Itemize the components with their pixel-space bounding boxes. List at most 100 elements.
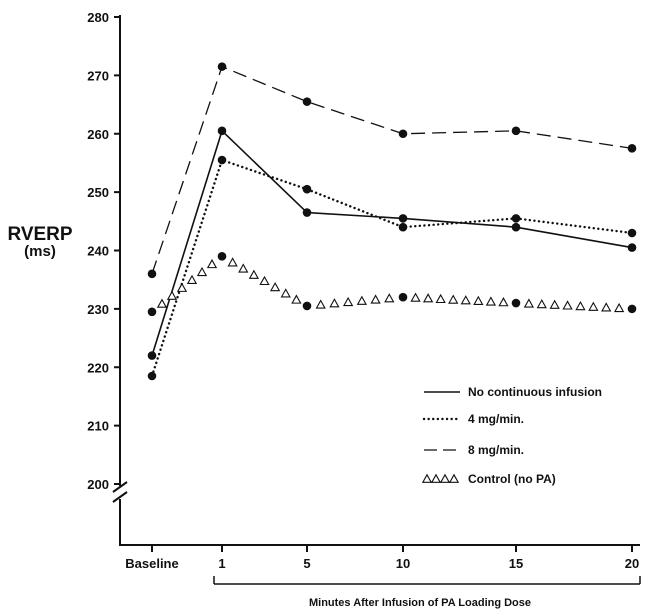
data-point: [147, 351, 157, 360]
y-ticks: 200 210 220 230 240 250 260 270 280: [87, 10, 121, 492]
data-point: [398, 214, 408, 223]
data-point: [398, 222, 408, 232]
y-axis-unit: (ms): [24, 243, 56, 260]
triangle-marker: [238, 263, 249, 273]
triangle-marker: [259, 275, 270, 286]
x-tick-label: 20: [625, 556, 639, 571]
data-point: [511, 126, 521, 136]
triangle-marker: [166, 290, 178, 300]
legend-item-8-mg-min: 8 mg/min.: [424, 443, 524, 457]
legend-triangle: [439, 473, 451, 483]
triangle-marker: [176, 282, 188, 292]
y-tick-label: 280: [87, 10, 109, 25]
y-tick-label: 270: [87, 68, 109, 83]
data-point: [511, 214, 521, 223]
triangle-marker: [613, 302, 625, 313]
data-point: [217, 62, 227, 71]
triangle-marker: [435, 293, 446, 304]
triangle-marker: [315, 299, 326, 309]
y-tick-label: 260: [87, 127, 109, 142]
y-tick-label: 230: [87, 302, 109, 317]
triangle-marker: [356, 295, 367, 305]
data-point: [398, 292, 408, 302]
y-tick-label: 240: [87, 244, 109, 259]
triangle-marker: [498, 297, 509, 307]
triangle-marker: [473, 295, 484, 306]
data-point: [627, 243, 637, 252]
x-ticks: Baseline 1 5 10 15 20: [125, 545, 639, 571]
triangle-marker: [343, 296, 354, 307]
triangle-marker: [156, 298, 168, 308]
legend-label: Control (no PA): [468, 472, 556, 486]
legend-swatch-triangles: [421, 473, 460, 483]
triangle-marker: [410, 292, 421, 302]
triangle-marker: [269, 282, 281, 292]
data-point: [217, 252, 227, 261]
data-point: [217, 126, 227, 136]
triangle-marker: [196, 266, 208, 277]
y-axis-break-mark-2: [112, 491, 128, 503]
x-tick-label: 10: [396, 556, 410, 571]
triangle-marker: [601, 302, 612, 312]
data-point: [147, 371, 157, 381]
y-tick-label: 210: [87, 419, 109, 434]
triangle-marker: [536, 299, 547, 309]
series-line: [151, 65, 633, 275]
data-point: [627, 228, 637, 238]
legend-label: No continuous infusion: [468, 385, 602, 399]
triangle-marker: [575, 300, 586, 311]
data-point: [302, 97, 312, 106]
data-point: [217, 155, 227, 165]
triangle-marker: [227, 257, 238, 267]
triangle-marker: [588, 301, 599, 311]
series-dashed: [147, 62, 637, 279]
data-point: [511, 222, 521, 232]
data-point: [147, 307, 157, 317]
x-axis-title: Minutes After Infusion of PA Loading Dos…: [309, 597, 531, 609]
triangle-marker: [280, 288, 291, 298]
triangle-marker: [523, 298, 535, 308]
triangle-marker: [329, 298, 340, 308]
triangle-marker: [186, 274, 198, 285]
data-point: [302, 301, 312, 311]
series-layer: [147, 62, 637, 381]
triangle-marker: [562, 300, 573, 310]
legend-label: 8 mg/min.: [468, 443, 524, 457]
triangle-marker: [248, 269, 260, 279]
series-solid: [147, 126, 637, 360]
y-axis: [112, 15, 128, 545]
y-axis-break-mark-1: [112, 481, 128, 493]
x-tick-label: 1: [218, 556, 225, 571]
legend-item-4-mg-min: 4 mg/min.: [422, 412, 524, 426]
series-line: [150, 158, 634, 378]
legend-triangle: [430, 473, 442, 483]
series-dotted: [147, 155, 637, 381]
y-tick-label: 200: [87, 477, 109, 492]
data-point: [302, 208, 312, 217]
series-line: [151, 130, 633, 356]
y-tick-label: 220: [87, 360, 109, 375]
triangle-marker: [384, 293, 395, 303]
legend-item-no-continuous-infusion: No continuous infusion: [424, 385, 602, 399]
legend-item-control-no-pa: Control (no PA): [421, 472, 556, 486]
data-point: [627, 144, 637, 153]
triangle-marker: [448, 294, 459, 304]
data-point: [627, 304, 637, 314]
legend-triangle: [448, 473, 460, 483]
data-point: [147, 269, 157, 279]
legend-label: 4 mg/min.: [468, 412, 524, 426]
data-point: [511, 298, 521, 308]
x-axis-bracket: [213, 576, 641, 585]
triangle-marker: [370, 294, 381, 304]
x-tick-label: 15: [509, 556, 523, 571]
triangle-marker: [422, 293, 434, 303]
data-point: [398, 129, 408, 139]
triangle-marker: [549, 299, 560, 309]
legend-triangle: [421, 473, 433, 483]
triangle-marker: [485, 296, 497, 306]
y-axis-title: RVERP: [7, 224, 72, 245]
x-tick-label: Baseline: [125, 556, 178, 571]
triangle-marker: [206, 258, 218, 269]
triangle-marker: [460, 295, 471, 305]
